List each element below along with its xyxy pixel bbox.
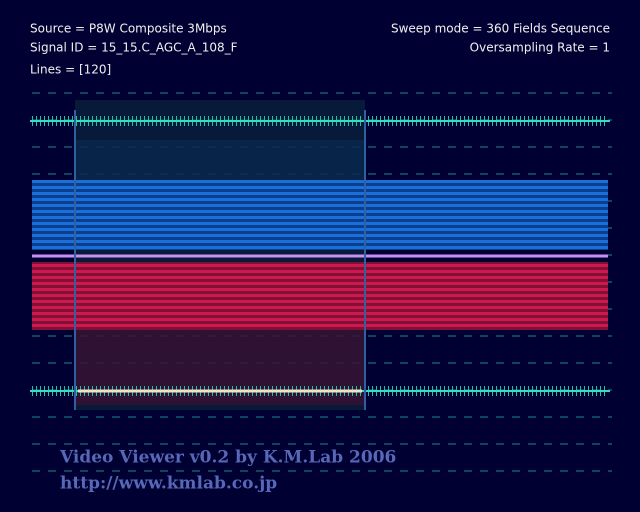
credit-text: Video Viewer v0.2 by K.M.Lab 2006	[59, 448, 396, 468]
blue-tail	[75, 140, 365, 180]
source-text: Source = P8W Composite 3Mbps	[30, 22, 227, 36]
red-band	[32, 262, 608, 330]
lines-text: Lines = [120]	[30, 63, 111, 77]
sweep-mode-text: Sweep mode = 360 Fields Sequence	[391, 22, 610, 36]
url-text[interactable]: http://www.kmlab.co.jp	[60, 474, 277, 494]
blue-band	[32, 180, 608, 250]
oversampling-text: Oversampling Rate = 1	[470, 41, 610, 55]
signal-id-text: Signal ID = 15_15.C_AGC_A_108_F	[30, 41, 238, 55]
